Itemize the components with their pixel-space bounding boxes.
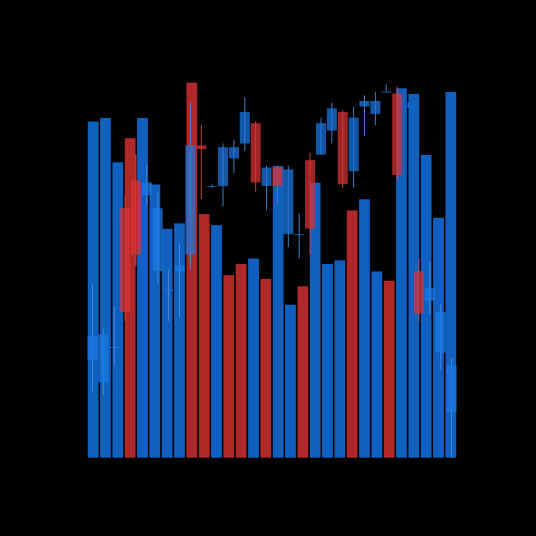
candle-body: [435, 311, 446, 353]
candle-body: [392, 93, 403, 175]
volume-bar: [272, 165, 285, 459]
volume-bar: [136, 117, 149, 459]
volume-bar: [444, 91, 457, 459]
candle-body: [294, 234, 305, 236]
volume-bar: [358, 198, 371, 459]
candle-body: [261, 167, 272, 187]
candle-body: [98, 334, 109, 383]
candle-body: [348, 117, 359, 172]
volume-bar: [222, 274, 235, 459]
volume-bar: [185, 82, 198, 459]
candle-body: [174, 265, 185, 272]
volume-bar: [173, 222, 186, 459]
candle-body: [413, 271, 424, 314]
candle-body: [228, 147, 239, 159]
candle-body: [305, 160, 316, 229]
candle-body: [326, 108, 337, 131]
volume-bar: [235, 263, 248, 459]
candle-body: [152, 208, 163, 272]
volume-bar: [333, 259, 346, 459]
volume-bar: [309, 182, 322, 459]
volume-bar: [148, 183, 161, 459]
volume-bar: [161, 228, 174, 459]
candle-body: [283, 169, 294, 235]
candlestick-layer: [87, 84, 457, 458]
volume-bar: [321, 263, 334, 459]
candle-body: [130, 180, 141, 255]
candle-body: [315, 123, 326, 155]
candle-body: [185, 145, 196, 255]
candle-body: [218, 147, 229, 187]
candle-body: [163, 289, 174, 291]
volume-bar: [284, 304, 297, 459]
candle-body: [370, 100, 381, 114]
volume-bar: [198, 213, 211, 459]
candle-body: [381, 91, 392, 93]
candle-body: [337, 112, 348, 185]
volume-bar: [383, 280, 396, 459]
volume-bar: [296, 285, 309, 459]
candle-body: [141, 182, 152, 196]
volume-bar: [259, 278, 272, 459]
volume-bars-layer: [87, 82, 457, 459]
volume-bar: [87, 121, 100, 459]
candle-body: [87, 335, 98, 360]
volume-bar: [247, 257, 260, 459]
candle-body: [120, 208, 131, 312]
volume-bar: [210, 224, 223, 459]
candle-body: [446, 365, 457, 412]
candle-body: [109, 347, 120, 348]
candle-body: [207, 186, 218, 188]
candle-body: [424, 287, 435, 301]
candle-body: [239, 112, 250, 144]
candle-body: [250, 123, 261, 183]
volume-bar: [370, 270, 383, 459]
volume-bar: [99, 117, 112, 459]
volume-bar: [395, 87, 408, 459]
volume-bar: [346, 209, 359, 459]
candle-body: [272, 167, 283, 187]
candle-body: [196, 145, 207, 150]
candle-body: [403, 106, 414, 108]
candle-body: [359, 100, 370, 107]
